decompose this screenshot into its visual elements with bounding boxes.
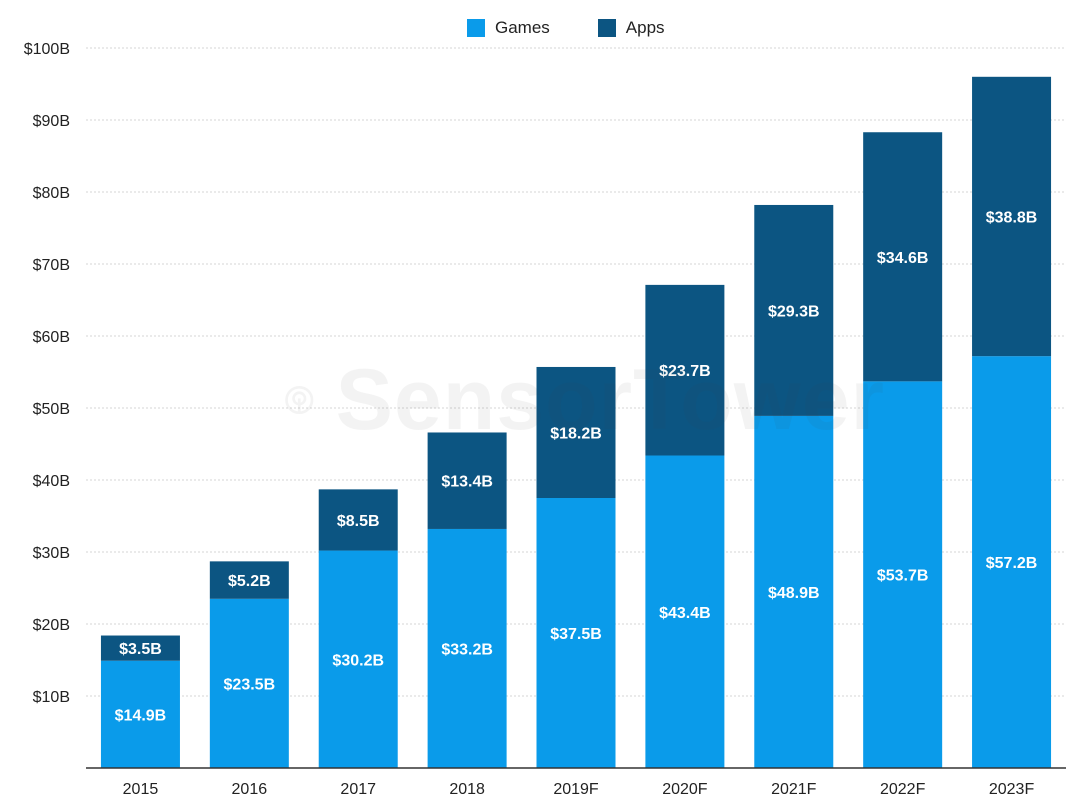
legend: Games Apps (467, 18, 665, 38)
x-tick-label: 2021F (771, 781, 817, 798)
data-label-apps: $5.2B (228, 573, 271, 590)
legend-label-games: Games (495, 18, 550, 37)
y-tick-label: $20B (33, 617, 70, 634)
y-tick-label: $90B (33, 113, 70, 130)
x-tick-label: 2017 (340, 781, 376, 798)
data-label-apps: $13.4B (441, 474, 493, 491)
bar-games-2016 (209, 598, 289, 768)
data-label-apps: $3.5B (119, 641, 162, 658)
legend-swatch-games (467, 19, 485, 37)
legend-swatch-apps (597, 19, 616, 37)
y-tick-label: $70B (33, 257, 70, 274)
bar-apps-2022F (863, 132, 943, 382)
data-label-games: $23.5B (224, 676, 276, 693)
data-label-games: $57.2B (986, 555, 1038, 572)
bar-games-2019F (536, 498, 616, 768)
data-label-apps: $18.2B (550, 425, 602, 442)
x-axis: 2015 2016 2017 2018 2019F 2020F 2021F 2022F 2023… (86, 767, 1066, 798)
data-label-games: $53.7B (877, 568, 929, 585)
data-label-games: $37.5B (550, 626, 602, 643)
bar-apps-2015 (100, 635, 180, 661)
legend-item-apps: Apps (597, 18, 665, 38)
data-label-games: $43.4B (659, 605, 711, 622)
bar-games-2018 (427, 528, 507, 768)
data-label-apps: $23.7B (659, 363, 711, 380)
bar-apps-2019F (536, 366, 616, 498)
bar-games-2017 (318, 550, 398, 768)
x-tick-label: 2020F (662, 781, 708, 798)
x-tick-label: 2015 (123, 781, 159, 798)
data-label-apps: $34.6B (877, 250, 929, 267)
bar-games-2021F (754, 415, 834, 768)
data-label-apps: $38.8B (986, 209, 1038, 226)
legend-label-apps: Apps (625, 18, 665, 37)
data-label-games: $33.2B (441, 641, 493, 658)
bar-apps-2020F (645, 284, 725, 456)
y-tick-label: $50B (33, 401, 70, 418)
y-tick-label: $10B (33, 689, 70, 706)
bars: $14.9B $3.5B $23.5B $5.2B $30.2B $8.5B $33.2B $… (100, 76, 1052, 768)
bar-apps-2017 (318, 489, 398, 551)
bar-games-2015 (100, 660, 180, 768)
bar-games-2020F (645, 455, 725, 768)
data-label-apps: $29.3B (768, 303, 820, 320)
x-tick-label: 2019F (553, 781, 599, 798)
x-tick-label: 2023F (989, 781, 1035, 798)
x-tick-label: 2022F (880, 781, 926, 798)
data-label-games: $48.9B (768, 585, 820, 602)
y-tick-label: $30B (33, 545, 70, 562)
data-label-games: $30.2B (332, 652, 384, 669)
x-tick-label: 2018 (449, 781, 485, 798)
bar-apps-2021F (754, 204, 834, 416)
y-tick-label: $40B (33, 473, 70, 490)
bar-games-2022F (863, 381, 943, 768)
y-tick-label: $60B (33, 329, 70, 346)
legend-item-games: Games (467, 18, 550, 38)
y-axis: $10B $20B $30B $40B $50B $60B $70B $80B $90B $100… (24, 41, 70, 706)
y-tick-label: $80B (33, 185, 70, 202)
data-label-apps: $8.5B (337, 513, 380, 530)
bar-games-2023F (972, 356, 1052, 768)
data-label-games: $14.9B (115, 707, 167, 724)
bar-apps-2023F (972, 76, 1052, 357)
bar-apps-2018 (427, 432, 507, 529)
bar-apps-2016 (209, 561, 289, 599)
x-tick-label: 2016 (232, 781, 268, 798)
y-tick-label: $100B (24, 41, 70, 58)
